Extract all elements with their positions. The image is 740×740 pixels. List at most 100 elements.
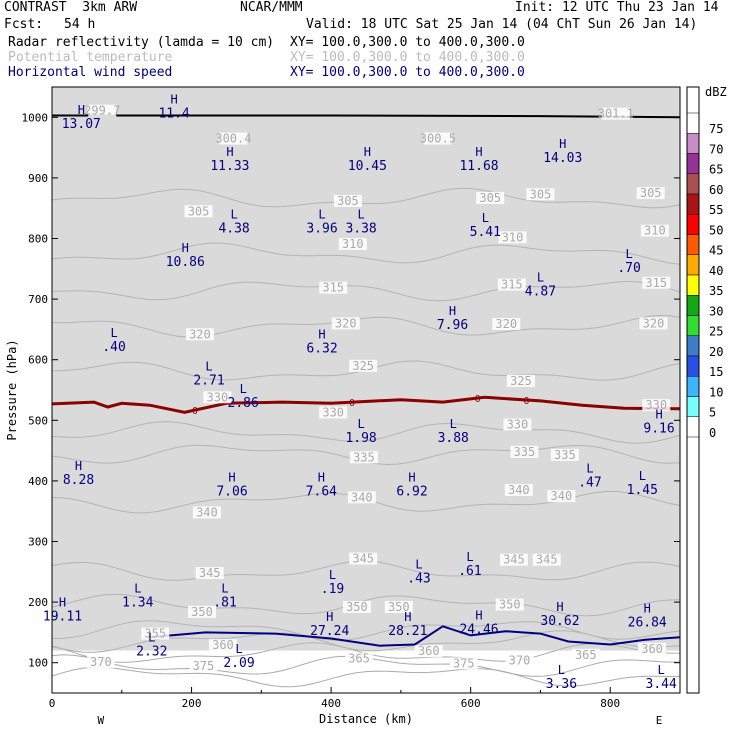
colorbar-level-label: 75	[709, 122, 723, 136]
theta-label-bg	[449, 657, 478, 670]
wind-high-marker: H	[78, 103, 85, 117]
wind-low-marker: L	[357, 417, 364, 431]
field-xy-theta: XY= 100.0,300.0 to 400.0,300.0	[290, 50, 525, 65]
wind-high-marker: H	[556, 600, 563, 614]
theta-label-bg	[497, 278, 526, 291]
colorbar-level-label: 15	[709, 365, 723, 379]
theta-label: 340	[551, 489, 573, 503]
colorbar-swatch	[686, 254, 700, 276]
theta-label-bg	[333, 194, 362, 207]
colorbar-level-label: 60	[709, 183, 723, 197]
wind-low-marker: L	[558, 663, 565, 677]
wind-high-marker: H	[75, 459, 82, 473]
theta-label-bg	[423, 132, 452, 145]
colorbar-swatch	[686, 376, 700, 397]
theta-label: 360	[641, 642, 663, 656]
colorbar-level-label: 45	[709, 244, 723, 258]
colorbar-frame	[686, 86, 700, 694]
theta-label: 310	[644, 224, 666, 238]
theta-label-bg	[547, 490, 576, 503]
theta-label-bg	[192, 506, 221, 519]
theta-label-bg	[571, 648, 600, 661]
y-tick-label: 100	[28, 657, 48, 670]
wind-value-label: 8.28	[63, 473, 94, 488]
theta-contour-375	[52, 666, 680, 688]
theta-label-bg	[188, 605, 217, 618]
y-tick-label: 200	[28, 596, 48, 609]
theta-label: 325	[352, 359, 374, 373]
wind-high-marker: H	[655, 407, 662, 421]
wind-value-label: .40	[102, 340, 125, 355]
y-tick-label: 800	[28, 233, 48, 246]
theta-label: 305	[640, 186, 662, 200]
wind-high-marker: H	[449, 304, 456, 318]
wind-zero-contour	[52, 395, 680, 414]
theta-label-bg	[640, 224, 669, 237]
x-axis-label: Distance (km)	[319, 712, 413, 726]
theta-label-bg	[532, 553, 561, 566]
wind-low-marker: L	[482, 211, 489, 225]
theta-label: 330	[645, 398, 667, 412]
wind-value-label: 1.45	[627, 483, 658, 498]
theta-label: 370	[509, 653, 531, 667]
theta-label-bg	[495, 598, 524, 611]
wind-high-marker: H	[475, 609, 482, 623]
theta-label-bg	[219, 132, 248, 145]
wind-value-label: 14.03	[543, 151, 582, 166]
wind-value-label: 7.96	[437, 318, 468, 333]
wind-low-marker: L	[357, 207, 364, 221]
wind-high-marker: H	[318, 470, 325, 484]
wind-jet-contour-25	[149, 625, 680, 647]
theta-label: 345	[352, 551, 374, 565]
wind-low-marker: L	[221, 581, 228, 595]
theta-label-bg	[639, 317, 668, 330]
colorbar-swatch	[686, 112, 700, 134]
y-tick-label: 600	[28, 354, 48, 367]
theta-label-bg	[338, 237, 367, 250]
theta-label-bg	[492, 317, 521, 330]
theta-label-bg	[185, 328, 214, 341]
theta-label: 345	[536, 553, 558, 567]
theta-label-bg	[141, 627, 170, 640]
field-xy-wind: XY= 100.0,300.0 to 400.0,300.0	[290, 65, 525, 80]
theta-label-bg	[349, 359, 378, 372]
wind-value-label: 6.92	[396, 484, 427, 499]
field-name-reflectivity: Radar reflectivity (lamda = 10 cm)	[8, 35, 275, 50]
theta-label-bg	[331, 317, 360, 330]
theta-label: 299.7	[84, 104, 120, 118]
wind-value-label: 7.06	[216, 484, 247, 499]
wind-zero-label: 0	[192, 406, 198, 417]
wind-low-marker: L	[148, 630, 155, 644]
wind-value-label: 10.86	[166, 255, 205, 270]
wind-value-label: 28.21	[388, 624, 427, 639]
theta-label-bg	[189, 659, 218, 672]
theta-label: 315	[322, 281, 344, 295]
colorbar-level-label: 10	[709, 385, 723, 399]
wind-high-marker: H	[182, 241, 189, 255]
theta-label-bg	[510, 445, 539, 458]
forecast-hours: 54 h	[64, 17, 96, 32]
wind-value-label: 10.45	[348, 159, 387, 174]
theta-label-bg	[86, 656, 115, 669]
theta-label: 335	[514, 445, 536, 459]
theta-label: 345	[503, 553, 525, 567]
theta-label: 300.5	[420, 132, 456, 146]
theta-label-bg	[476, 191, 505, 204]
wind-high-marker: H	[318, 327, 325, 341]
colorbar-swatch	[686, 315, 700, 336]
theta-label: 375	[453, 656, 475, 670]
wind-value-label: 1.34	[122, 595, 153, 610]
wind-value-label: 24.46	[459, 623, 498, 638]
axes-layer: 100 200 300 400 500 600 700 800 900 1000 0 200 400 60…	[5, 111, 680, 727]
theta-label: 315	[501, 278, 523, 292]
theta-label: 360	[212, 638, 234, 652]
wind-low-marker: L	[586, 461, 593, 475]
colorbar-level-label: 30	[709, 304, 723, 318]
contour-label-layer: 370 375 365 375 370 365 360 360 360 355 350 350 350 3…	[43, 92, 677, 692]
colorbar-swatch	[686, 274, 700, 296]
theta-label-bg	[349, 552, 378, 565]
x-tick-label: 800	[600, 697, 620, 710]
plot-frame	[51, 86, 681, 694]
theta-label: 345	[199, 566, 221, 580]
colorbar-level-label: 55	[709, 203, 723, 217]
